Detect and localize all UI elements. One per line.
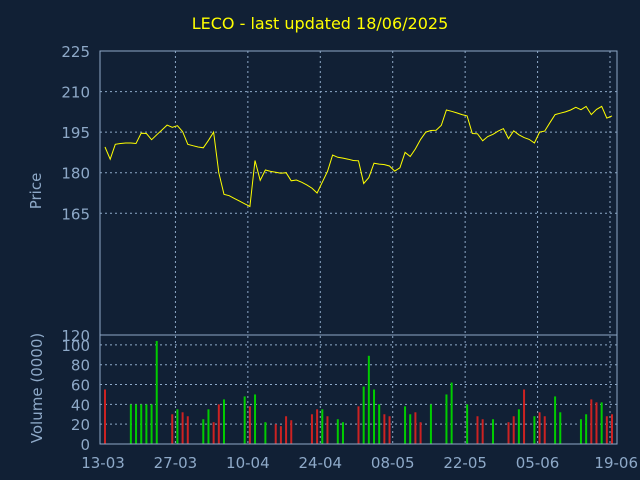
- volume-bar: [140, 404, 143, 444]
- price-tick-label: 165: [61, 205, 90, 223]
- volume-bar: [523, 389, 526, 444]
- volume-bar: [476, 416, 479, 444]
- volume-bar: [481, 419, 484, 444]
- volume-tick-label: 80: [71, 357, 90, 375]
- volume-bar: [512, 416, 515, 444]
- volume-tick-label: 100: [61, 337, 90, 355]
- volume-bar: [274, 424, 277, 444]
- volume-bar: [466, 404, 469, 444]
- volume-bar: [357, 406, 360, 444]
- volume-tick-label: 0: [80, 436, 90, 454]
- price-tick-label: 180: [61, 165, 90, 183]
- price-tick-label: 120: [61, 327, 90, 345]
- volume-bar: [155, 340, 158, 444]
- price-tick-label: 225: [61, 43, 90, 61]
- volume-bar: [445, 394, 448, 444]
- volume-bar: [243, 396, 246, 444]
- volume-bar: [600, 402, 603, 444]
- volume-bar: [367, 355, 370, 444]
- volume-bar: [538, 412, 541, 444]
- volume-bar: [186, 416, 189, 444]
- volume-bar: [222, 399, 225, 444]
- volume-bar: [590, 399, 593, 444]
- volume-bar: [450, 382, 453, 444]
- volume-bar: [290, 420, 293, 444]
- volume-bar: [341, 422, 344, 444]
- volume-bar: [310, 414, 313, 444]
- volume-bar: [492, 419, 495, 444]
- volume-bar: [279, 426, 282, 444]
- price-tick-label: 195: [61, 124, 90, 142]
- volume-bar: [171, 414, 174, 444]
- volume-bar: [388, 416, 391, 444]
- volume-bar: [285, 416, 288, 444]
- volume-bar: [212, 422, 215, 444]
- volume-bar: [378, 404, 381, 444]
- volume-bar: [104, 389, 106, 444]
- chart-title: LECO - last updated 18/06/2025: [191, 14, 449, 33]
- volume-bar: [611, 414, 613, 444]
- volume-bar: [419, 422, 422, 444]
- x-tick-label: 27-03: [154, 454, 198, 472]
- volume-tick-label: 40: [71, 396, 90, 414]
- volume-bar: [595, 402, 598, 444]
- volume-bar: [559, 412, 562, 444]
- price-panel-frame: [99, 50, 618, 336]
- volume-bar: [129, 404, 132, 444]
- volume-panel-frame: [99, 334, 618, 445]
- volume-bar: [264, 422, 267, 444]
- volume-bar: [383, 414, 386, 444]
- volume-bar: [135, 404, 138, 444]
- volume-bar: [533, 416, 536, 444]
- volume-bar: [254, 394, 257, 444]
- volume-bar: [321, 409, 324, 444]
- volume-bar: [145, 404, 148, 444]
- x-tick-label: 24-04: [298, 454, 342, 472]
- volume-bar: [517, 409, 520, 444]
- x-tick-label: 13-03: [81, 454, 125, 472]
- volume-bar: [202, 419, 205, 444]
- price-tick-label: 210: [61, 84, 90, 102]
- volume-tick-label: 20: [71, 416, 90, 434]
- volume-bar: [316, 409, 319, 444]
- price-line: [104, 105, 613, 208]
- volume-bar: [217, 404, 220, 444]
- volume-bar: [373, 389, 376, 444]
- x-tick-label: 19-06: [594, 454, 638, 472]
- volume-bar: [429, 404, 432, 444]
- volume-bar: [543, 416, 546, 444]
- x-tick-label: 08-05: [371, 454, 415, 472]
- volume-bar: [404, 406, 407, 444]
- volume-tick-label: 60: [71, 377, 90, 395]
- volume-bar: [605, 416, 608, 444]
- volume-bar: [207, 409, 210, 444]
- volume-bar: [326, 416, 329, 444]
- volume-bar: [579, 419, 582, 444]
- volume-bar: [150, 404, 153, 444]
- volume-bar: [362, 386, 365, 444]
- volume-bar: [414, 412, 417, 444]
- volume-bar: [176, 409, 179, 444]
- volume-bar: [554, 396, 557, 444]
- x-tick-label: 10-04: [226, 454, 270, 472]
- volume-bar: [181, 412, 184, 444]
- volume-bar: [409, 414, 412, 444]
- volume-bar: [336, 419, 339, 444]
- x-tick-label: 05-06: [516, 454, 560, 472]
- volume-bar: [248, 406, 251, 444]
- volume-bar: [585, 414, 588, 444]
- volume-bar: [507, 422, 510, 444]
- x-tick-label: 22-05: [443, 454, 487, 472]
